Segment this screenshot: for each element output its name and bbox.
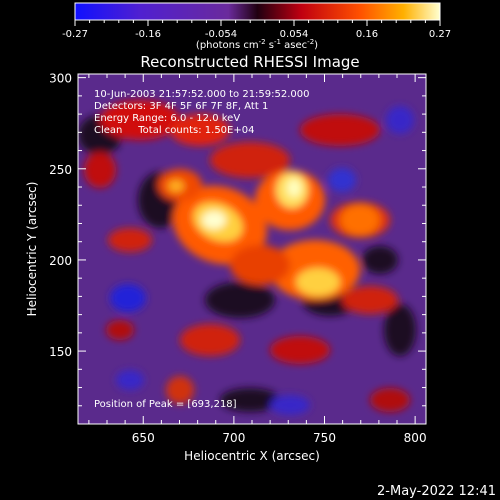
dark-blob <box>220 388 280 412</box>
colorbar-tick-label: -0.054 <box>205 29 237 40</box>
x-tick-label: 700 <box>222 431 245 445</box>
y-axis-label: Heliocentric Y (arcsec) <box>25 182 39 317</box>
bright-blob <box>296 268 340 296</box>
observation-info: 10-Jun-2003 21:57:52.000 to 21:59:52.000… <box>94 89 310 136</box>
image-panel <box>78 74 426 424</box>
colorbar-tick-label: 0.054 <box>280 29 309 40</box>
red-blob <box>270 336 330 364</box>
red-blob <box>170 114 230 146</box>
red-blob <box>370 388 410 412</box>
colorbar-tick-label: -0.16 <box>135 29 161 40</box>
red-blob <box>342 286 398 314</box>
red-blob <box>180 324 240 356</box>
x-tick-label: 800 <box>404 431 427 445</box>
blue-blob <box>386 106 414 134</box>
colorbar-ticks: -0.27 -0.16 -0.054 0.054 0.16 0.27 <box>62 20 451 40</box>
blue-blob <box>110 284 146 312</box>
colorbar: -0.27 -0.16 -0.054 0.054 0.16 0.27 (photons c… <box>62 2 451 51</box>
emission-map <box>78 100 416 415</box>
info-line: Clean Total counts: 1.50E+04 <box>94 125 254 136</box>
red-blob <box>210 142 290 178</box>
info-line: Energy Range: 6.0 - 12.0 keV <box>94 113 240 124</box>
dark-blob <box>362 246 398 274</box>
red-blob <box>100 100 180 140</box>
red-blob <box>166 376 194 404</box>
red-blob <box>108 228 152 252</box>
info-line: Detectors: 3F 4F 5F 6F 7F 8F, Att 1 <box>94 101 268 112</box>
orange-blob <box>230 245 290 285</box>
red-blob <box>106 320 134 340</box>
colorbar-tick-label: -0.27 <box>62 29 88 40</box>
colorbar-gradient <box>74 2 441 21</box>
y-tick-label: 150 <box>49 345 72 359</box>
x-axis: 650 700 750 800 <box>88 74 427 445</box>
timestamp: 2-May-2022 12:41 <box>377 484 496 499</box>
colorbar-tick-label: 0.27 <box>429 29 451 40</box>
orange-blob <box>340 204 380 236</box>
peak-position-text: Position of Peak = [693,218] <box>94 399 237 410</box>
x-tick-label: 650 <box>132 431 155 445</box>
blue-blob <box>270 395 310 415</box>
y-axis: 150 200 250 300 <box>49 72 426 425</box>
info-line: 10-Jun-2003 21:57:52.000 to 21:59:52.000 <box>94 89 310 100</box>
colorbar-unit-label: (photons cm-2 s-1 asec-2) <box>196 38 318 51</box>
plot-title: Reconstructed RHESSI Image <box>140 53 359 71</box>
bright-blob <box>287 179 301 197</box>
dark-blob <box>205 282 275 318</box>
blue-blob <box>328 168 356 192</box>
dark-blob <box>384 304 416 356</box>
x-tick-label: 750 <box>313 431 336 445</box>
y-tick-label: 300 <box>49 72 72 86</box>
bright-blob <box>168 180 184 192</box>
red-blob <box>300 114 380 146</box>
y-tick-label: 250 <box>49 163 72 177</box>
colorbar-tick-label: 0.16 <box>356 29 378 40</box>
peak-blob <box>202 211 226 229</box>
x-axis-label: Heliocentric X (arcsec) <box>184 449 320 463</box>
y-tick-label: 200 <box>49 254 72 268</box>
blue-blob <box>116 370 144 390</box>
red-blob <box>84 152 116 188</box>
